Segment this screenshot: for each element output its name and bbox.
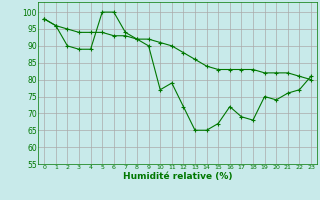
X-axis label: Humidité relative (%): Humidité relative (%) bbox=[123, 172, 232, 181]
